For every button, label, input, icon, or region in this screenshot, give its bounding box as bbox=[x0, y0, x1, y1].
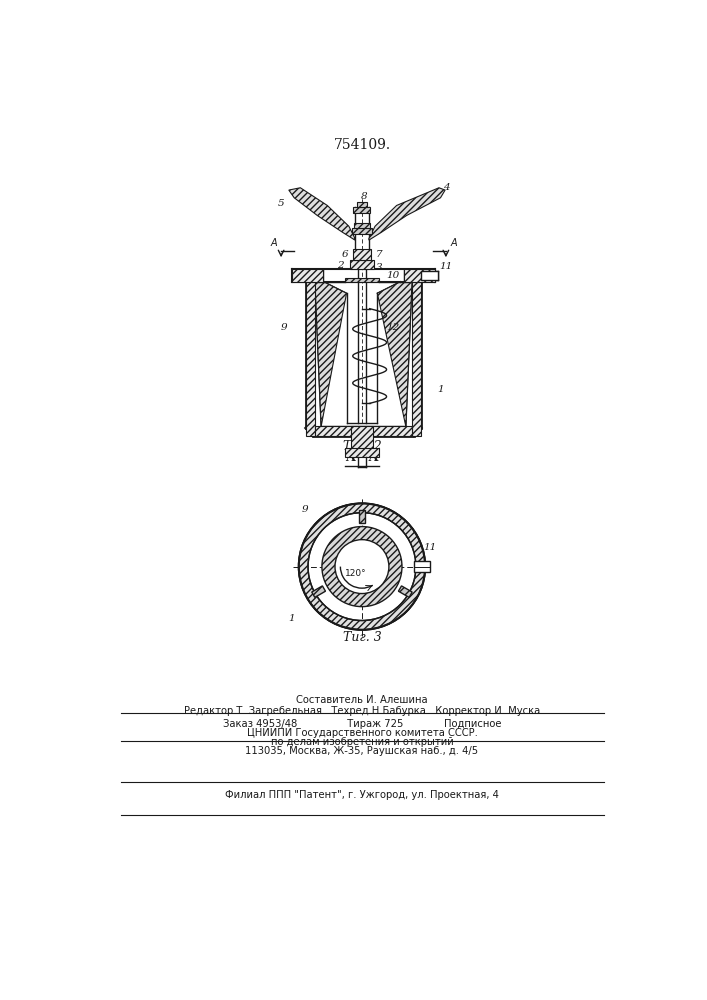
Text: 6: 6 bbox=[341, 250, 349, 259]
Text: Редактор Т. Загребельная   Техред Н.Бабурка   Корректор И. Муска: Редактор Т. Загребельная Техред Н.Бабурк… bbox=[184, 706, 540, 716]
Text: 12: 12 bbox=[386, 323, 399, 332]
Text: 2: 2 bbox=[337, 261, 344, 270]
Circle shape bbox=[322, 527, 402, 607]
Text: ЦНИИПИ Государственного комитета СССР.: ЦНИИПИ Государственного комитета СССР. bbox=[247, 728, 477, 738]
Polygon shape bbox=[288, 188, 355, 240]
Polygon shape bbox=[399, 586, 412, 597]
Text: Заказ 4953/48                Тираж 725             Подписное: Заказ 4953/48 Тираж 725 Подписное bbox=[223, 719, 501, 729]
Text: 11: 11 bbox=[423, 543, 436, 552]
Polygon shape bbox=[315, 282, 346, 426]
Bar bbox=[350, 260, 374, 269]
Bar bbox=[353, 249, 371, 260]
Text: Τиг. 3: Τиг. 3 bbox=[343, 631, 381, 644]
Bar bbox=[414, 561, 430, 572]
Polygon shape bbox=[369, 188, 445, 240]
Polygon shape bbox=[378, 282, 412, 426]
Bar bbox=[354, 207, 370, 213]
Bar bbox=[356, 202, 368, 207]
Bar bbox=[404, 269, 435, 282]
Circle shape bbox=[335, 540, 389, 594]
Text: 9: 9 bbox=[302, 505, 308, 514]
Text: 9: 9 bbox=[281, 323, 288, 332]
Text: Филиал ППП "Патент", г. Ужгород, ул. Проектная, 4: Филиал ППП "Патент", г. Ужгород, ул. Про… bbox=[225, 790, 499, 800]
Bar bbox=[315, 426, 412, 436]
Text: 1: 1 bbox=[288, 614, 294, 623]
Text: 8: 8 bbox=[361, 192, 368, 201]
Bar bbox=[351, 426, 373, 450]
Bar bbox=[345, 278, 379, 282]
Wedge shape bbox=[299, 503, 425, 630]
Text: A: A bbox=[450, 238, 457, 248]
Bar bbox=[354, 223, 370, 228]
Text: A - A: A - A bbox=[345, 451, 379, 464]
Text: 3: 3 bbox=[375, 263, 382, 272]
Bar bbox=[412, 282, 421, 436]
Circle shape bbox=[299, 503, 425, 630]
Text: 754109.: 754109. bbox=[334, 138, 390, 152]
Text: Составитель И. Алешина: Составитель И. Алешина bbox=[296, 695, 428, 705]
Bar bbox=[345, 448, 379, 457]
Text: 120°: 120° bbox=[345, 569, 367, 578]
Text: 1: 1 bbox=[437, 385, 444, 394]
Text: 10: 10 bbox=[386, 271, 399, 280]
Bar bbox=[292, 269, 322, 282]
Text: A: A bbox=[270, 238, 276, 248]
Text: 7: 7 bbox=[375, 250, 382, 259]
Polygon shape bbox=[312, 586, 325, 597]
Polygon shape bbox=[359, 510, 365, 523]
Text: 5: 5 bbox=[278, 199, 284, 208]
Text: по делам изобретения и открытий: по делам изобретения и открытий bbox=[271, 737, 453, 747]
Bar bbox=[305, 282, 315, 436]
Bar bbox=[352, 228, 372, 234]
Text: 4: 4 bbox=[443, 183, 450, 192]
Bar bbox=[421, 271, 438, 280]
Text: 11: 11 bbox=[439, 262, 452, 271]
Text: 113035, Москва, Ж-35, Раушская наб., д. 4/5: 113035, Москва, Ж-35, Раушская наб., д. … bbox=[245, 746, 479, 756]
Text: Τиг. 2: Τиг. 2 bbox=[343, 440, 381, 453]
